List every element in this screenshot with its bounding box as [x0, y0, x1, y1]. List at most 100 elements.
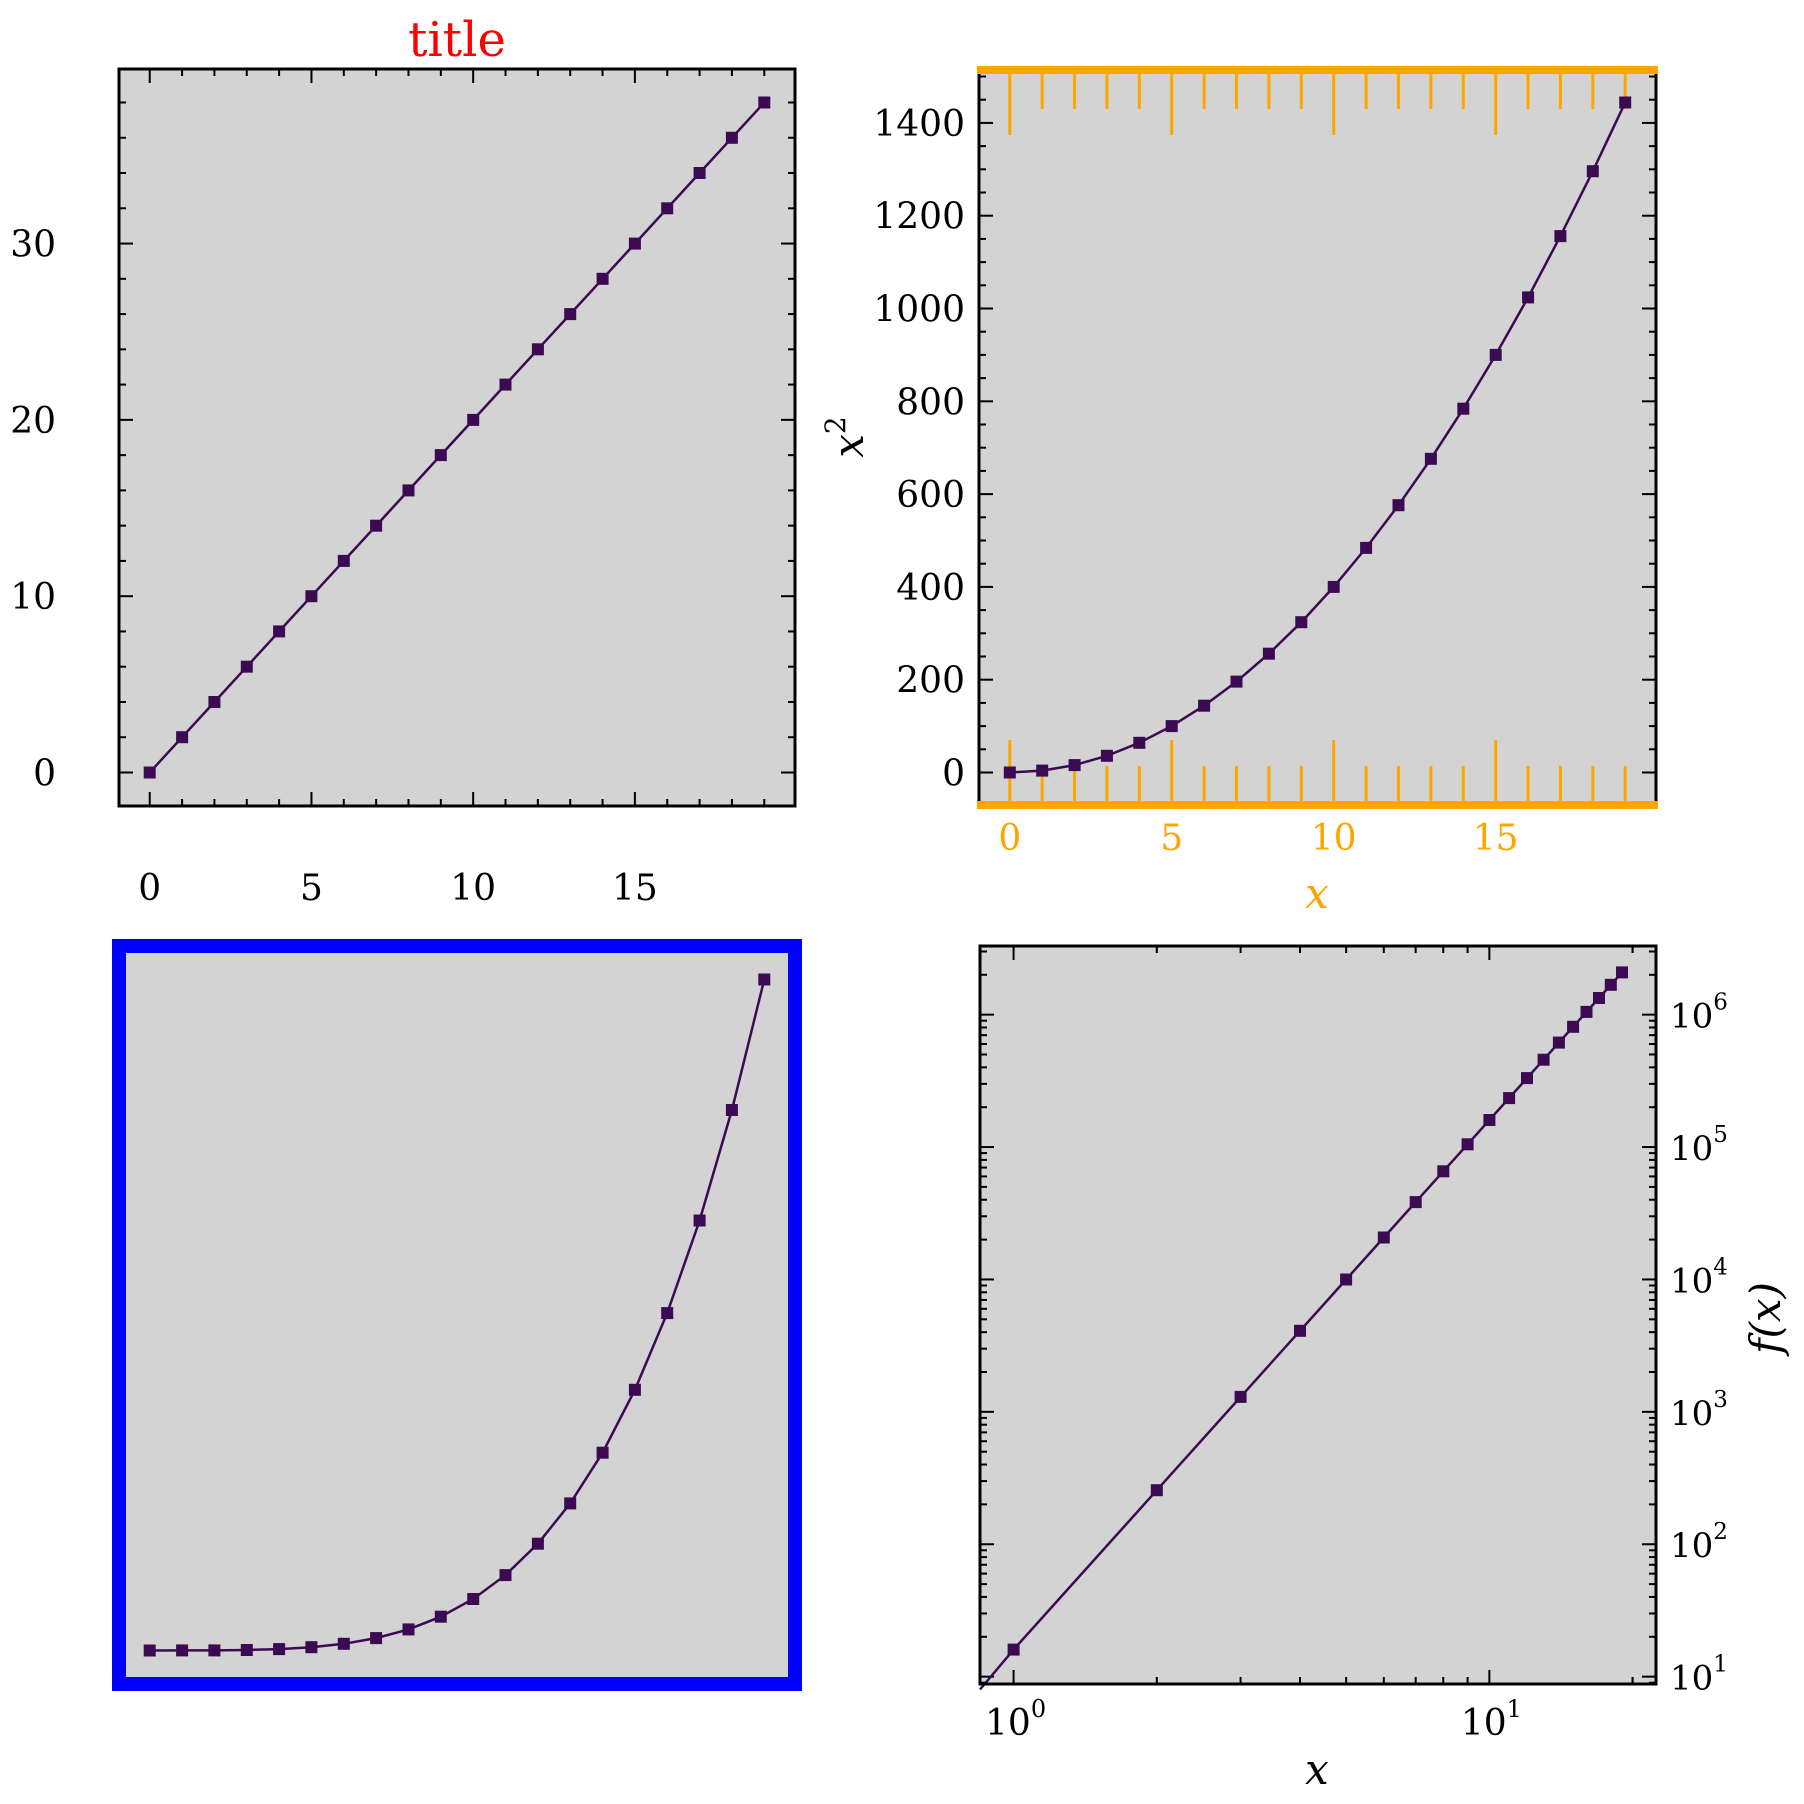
data-point-top-left [758, 96, 771, 109]
xtick-labels-top-right: 0 5 10 15 [998, 818, 1518, 859]
markers-bottom-left [143, 973, 771, 1657]
data-point-bottom-right [1007, 1643, 1020, 1656]
data-point-bottom-left [176, 1644, 189, 1657]
data-point-top-left [596, 272, 609, 285]
ytick-label: 0 [33, 754, 56, 795]
data-point-bottom-left [402, 1623, 415, 1636]
ytick-label: 10 [10, 577, 56, 618]
data-point-bottom-right [1340, 1273, 1353, 1286]
xtick-label: 15 [612, 868, 658, 909]
xtick-label: 10 [450, 868, 496, 909]
data-point-bottom-right [1150, 1484, 1163, 1497]
data-point-bottom-right [1483, 1114, 1496, 1126]
data-point-top-right [1522, 291, 1535, 304]
xtick-label: 0 [998, 818, 1021, 859]
data-point-bottom-left [273, 1643, 286, 1656]
data-point-bottom-right [1616, 966, 1628, 979]
xtick-label: 5 [300, 868, 323, 909]
data-point-bottom-left [337, 1637, 350, 1650]
data-point-top-left [531, 343, 544, 356]
ytick-label: 0 [942, 754, 965, 795]
xtick-label: 101 [1461, 1695, 1522, 1744]
data-point-bottom-left [467, 1593, 480, 1605]
data-point-top-right [1295, 616, 1308, 629]
data-point-bottom-left [564, 1497, 577, 1510]
data-point-bottom-left [725, 1104, 738, 1116]
data-point-top-right [1554, 230, 1567, 243]
ylabel-superscript-top-right: 2 [819, 416, 852, 434]
data-point-bottom-right [1294, 1324, 1306, 1337]
data-point-bottom-left [531, 1537, 544, 1550]
data-point-bottom-right [1521, 1072, 1533, 1085]
data-point-top-right [1327, 580, 1340, 593]
data-point-bottom-right [1604, 978, 1617, 991]
ytick-label: 600 [896, 475, 965, 516]
xtick-label: 100 [985, 1695, 1046, 1744]
frame-bottom-left [112, 939, 802, 1691]
data-point-bottom-right [1437, 1165, 1450, 1178]
data-point-bottom-right [1234, 1390, 1247, 1403]
xlabel-bottom-right: x [1305, 1745, 1329, 1794]
markers-bottom-right [1007, 966, 1628, 1656]
data-point-top-left [499, 378, 512, 391]
data-point-top-left [143, 766, 156, 779]
data-point-top-right [1100, 749, 1113, 762]
data-point-bottom-left [305, 1641, 318, 1654]
xtick-labels-bottom-right: 100 101 [985, 1695, 1522, 1744]
ylabel-top-right: x2 [819, 416, 873, 458]
data-point-top-left [725, 131, 738, 144]
data-point-bottom-left [628, 1383, 641, 1396]
axes-bottom-left [112, 939, 802, 1691]
data-point-bottom-right [1409, 1196, 1422, 1209]
ylabel-bottom-right: f(x) [1741, 1282, 1790, 1357]
data-point-top-left [402, 484, 415, 497]
ytick-labels-top-right: 0 200 400 600 800 1000 1200 1400 [873, 104, 965, 795]
data-point-top-left [564, 308, 577, 321]
data-point-top-left [693, 167, 706, 179]
data-point-bottom-left [758, 973, 771, 986]
data-point-bottom-right [1552, 1036, 1565, 1049]
ytick-label: 1000 [873, 290, 965, 331]
data-point-bottom-left [661, 1307, 674, 1320]
spines-bottom-right [978, 944, 1658, 1686]
data-point-top-left [337, 554, 350, 567]
ytick-label: 200 [896, 661, 965, 702]
data-point-bottom-right [1503, 1092, 1516, 1105]
data-point-top-left [208, 696, 221, 708]
markers-top-right [1003, 96, 1632, 779]
data-point-top-left [661, 202, 674, 215]
data-point-top-left [370, 519, 383, 532]
data-point-bottom-right [1567, 1020, 1580, 1033]
data-point-top-right [1165, 720, 1178, 733]
data-point-bottom-left [499, 1569, 512, 1582]
data-point-top-right [1068, 759, 1081, 772]
ytick-label: 1400 [873, 104, 965, 145]
ytick-label: 102 [1670, 1519, 1728, 1566]
data-point-bottom-right [1537, 1053, 1550, 1066]
ytick-label: 800 [896, 382, 965, 423]
plot-area-bottom-left [119, 946, 795, 1684]
data-point-top-right [1360, 541, 1373, 554]
data-point-bottom-left [143, 1644, 156, 1657]
ytick-label: 400 [896, 568, 965, 609]
xtick-label: 5 [1160, 818, 1183, 859]
ytick-label: 106 [1670, 990, 1728, 1037]
ytick-label: 105 [1670, 1122, 1728, 1169]
plot-area-top-right [979, 69, 1656, 806]
data-point-top-left [273, 625, 286, 638]
data-point-top-right [1619, 96, 1632, 109]
data-point-top-left [434, 449, 447, 462]
data-point-bottom-left [434, 1610, 447, 1623]
data-point-bottom-left [208, 1644, 221, 1657]
ylabel-base-top-right: x [824, 434, 873, 458]
ytick-label: 20 [10, 401, 56, 442]
data-point-top-right [1586, 165, 1599, 178]
ytick-label: 104 [1670, 1254, 1728, 1301]
xtick-label: 0 [138, 868, 161, 909]
data-point-top-right [1424, 452, 1437, 465]
data-point-top-left [176, 731, 189, 744]
data-point-bottom-left [596, 1446, 609, 1459]
spines-top-left [117, 67, 797, 808]
data-point-top-right [1457, 402, 1470, 415]
